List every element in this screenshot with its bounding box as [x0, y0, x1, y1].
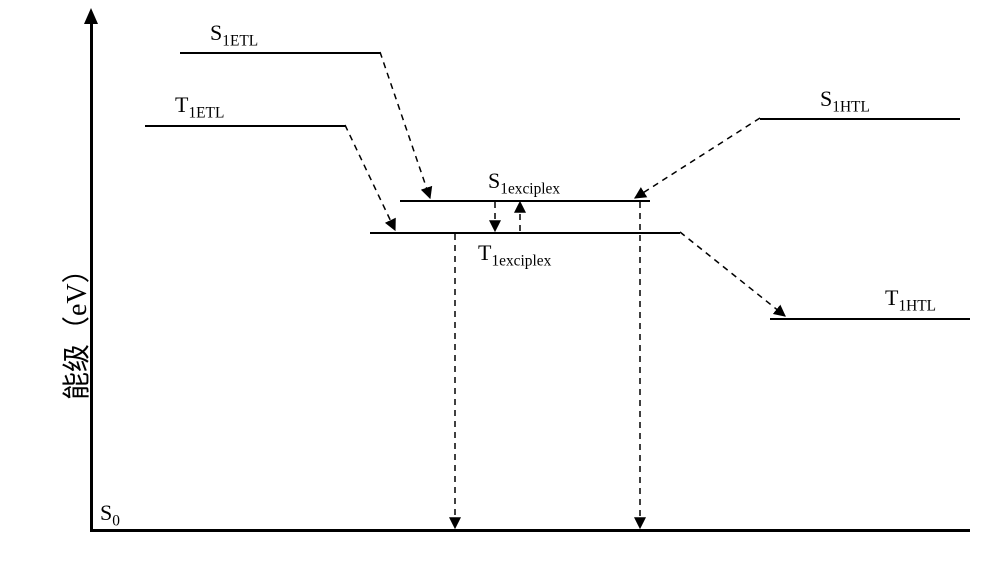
- label-t1exciplex: T1exciplex: [478, 240, 551, 270]
- level-s1exciplex: [400, 200, 650, 202]
- x-axis-s0-level: [90, 529, 970, 532]
- level-t1etl: [145, 125, 345, 127]
- y-axis-arrowhead: [84, 8, 98, 24]
- label-s1etl: S1ETL: [210, 20, 258, 50]
- y-axis-label: 能级（eV）: [55, 255, 95, 400]
- level-s1etl: [180, 52, 380, 54]
- arrow-s1htl-to-s1exciplex: [635, 118, 760, 198]
- label-s1htl: S1HTL: [820, 86, 870, 116]
- energy-level-diagram: 能级（eV） S0 S1ETL T1ETL S1HTL T1HTL S1exci…: [0, 0, 1000, 580]
- label-t1etl: T1ETL: [175, 92, 224, 122]
- label-t1htl: T1HTL: [885, 285, 936, 315]
- arrow-s1etl-to-s1exciplex: [380, 52, 430, 198]
- label-s0: S0: [100, 500, 120, 530]
- arrow-t1exciplex-to-t1htl: [680, 232, 785, 316]
- level-t1exciplex: [370, 232, 680, 234]
- level-s1htl: [760, 118, 960, 120]
- label-s1exciplex: S1exciplex: [488, 168, 560, 198]
- arrow-t1etl-to-t1exciplex: [345, 125, 395, 230]
- level-t1htl: [770, 318, 970, 320]
